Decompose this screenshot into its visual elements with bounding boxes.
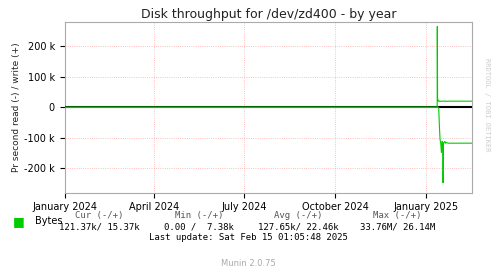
Y-axis label: Pr second read (-) / write (+): Pr second read (-) / write (+) (12, 42, 21, 172)
Title: Disk throughput for /dev/zd400 - by year: Disk throughput for /dev/zd400 - by year (141, 8, 396, 21)
Text: 33.76M/ 26.14M: 33.76M/ 26.14M (360, 222, 435, 231)
Text: Last update: Sat Feb 15 01:05:48 2025: Last update: Sat Feb 15 01:05:48 2025 (149, 233, 348, 242)
Text: Max (-/+): Max (-/+) (373, 211, 422, 220)
Text: Avg (-/+): Avg (-/+) (274, 211, 323, 220)
Text: 127.65k/ 22.46k: 127.65k/ 22.46k (258, 222, 338, 231)
Text: Bytes: Bytes (35, 216, 62, 226)
Text: Cur (-/+): Cur (-/+) (75, 211, 124, 220)
Text: 0.00 /  7.38k: 0.00 / 7.38k (164, 222, 234, 231)
Text: 121.37k/ 15.37k: 121.37k/ 15.37k (59, 222, 140, 231)
Text: Munin 2.0.75: Munin 2.0.75 (221, 260, 276, 268)
Text: RRDTOOL / TOBI OETIKER: RRDTOOL / TOBI OETIKER (484, 58, 490, 151)
Text: Min (-/+): Min (-/+) (174, 211, 223, 220)
Text: ■: ■ (12, 215, 24, 228)
